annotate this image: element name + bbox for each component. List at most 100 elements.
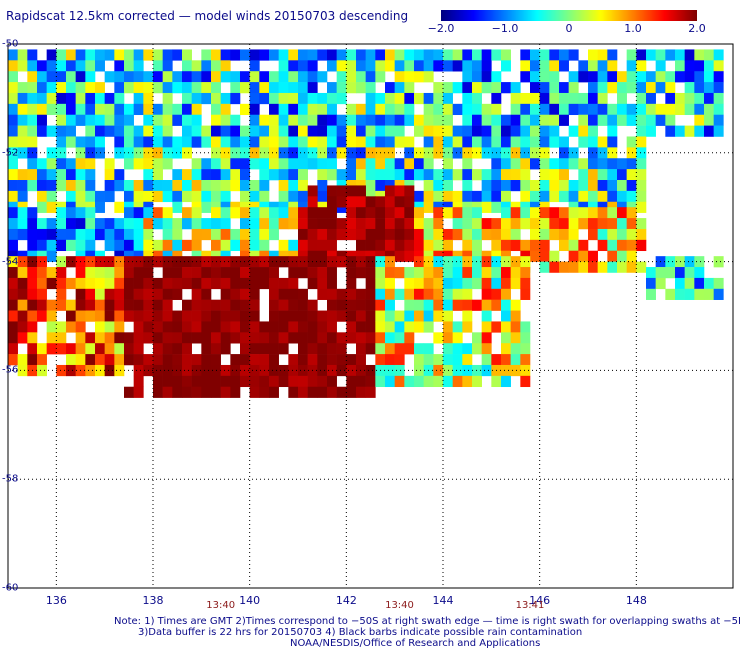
heatmap-cell [346, 364, 357, 377]
heatmap-cell [404, 288, 415, 300]
heatmap-cell [191, 125, 202, 137]
heatmap-cell [56, 180, 67, 192]
heatmap-cell [114, 299, 125, 311]
heatmap-cell [443, 277, 453, 290]
heatmap-cell [143, 114, 154, 126]
heatmap-cell [481, 332, 492, 344]
heatmap-cell [385, 103, 395, 116]
heatmap-cell [143, 277, 154, 290]
heatmap-cell [452, 82, 463, 94]
heatmap-cell [346, 218, 357, 230]
heatmap-cell [646, 71, 656, 83]
heatmap-cell [259, 92, 270, 105]
heatmap-cell [317, 277, 328, 290]
heatmap-cell [481, 201, 492, 213]
heatmap-cell [66, 207, 76, 219]
heatmap-cell [694, 103, 705, 116]
heatmap-cell [694, 114, 705, 126]
heatmap-cell [520, 114, 531, 126]
heatmap-cell [288, 354, 299, 366]
heatmap-cell [201, 386, 212, 398]
heatmap-cell [114, 60, 125, 72]
heatmap-cell [491, 158, 502, 170]
heatmap-cell [220, 136, 231, 148]
heatmap-cell [365, 92, 376, 105]
heatmap-cell [8, 354, 18, 366]
heatmap-cell [578, 261, 589, 273]
heatmap-cell [675, 71, 685, 83]
heatmap-cell [481, 267, 492, 279]
heatmap-cell [240, 228, 250, 241]
heatmap-cell [588, 125, 598, 137]
heatmap-cell [404, 218, 415, 230]
heatmap-cell [298, 267, 308, 279]
heatmap-cell [269, 332, 279, 344]
heatmap-cell [365, 158, 376, 170]
heatmap-cell [17, 267, 28, 279]
heatmap-cell [588, 207, 598, 219]
heatmap-cell [365, 218, 376, 230]
heatmap-cell [240, 375, 250, 388]
heatmap-cell [27, 218, 38, 230]
heatmap-cell [675, 49, 685, 61]
heatmap-cell [278, 49, 289, 61]
heatmap-cell [588, 49, 598, 61]
heatmap-cell [443, 256, 453, 268]
heatmap-cell [365, 310, 376, 322]
heatmap-cell [404, 136, 415, 148]
heatmap-cell [66, 277, 76, 290]
heatmap-cell [182, 321, 192, 333]
heatmap-cell [510, 218, 521, 230]
heatmap-cell [153, 354, 163, 366]
heatmap-cell [230, 321, 241, 333]
heatmap-cell [133, 147, 144, 159]
heatmap-cell [510, 354, 521, 366]
heatmap-cell [8, 158, 18, 170]
heatmap-cell [66, 364, 76, 377]
heatmap-cell [394, 49, 405, 61]
heatmap-cell [317, 114, 328, 126]
heatmap-cell [433, 190, 444, 203]
heatmap-cell [133, 332, 144, 344]
heatmap-cell [665, 92, 676, 105]
heatmap-cell [153, 103, 163, 116]
heatmap-cell [481, 169, 492, 181]
heatmap-cell [162, 277, 173, 290]
heatmap-cell [104, 354, 115, 366]
heatmap-cell [153, 288, 163, 300]
heatmap-cell [549, 169, 560, 181]
heatmap-cell [404, 299, 415, 311]
heatmap-cell [143, 136, 154, 148]
heatmap-cell [501, 299, 511, 311]
heatmap-cell [510, 92, 521, 105]
heatmap-cell [356, 343, 366, 355]
heatmap-cell [230, 125, 241, 137]
heatmap-cell [520, 180, 531, 192]
heatmap-cell [423, 310, 434, 322]
heatmap-cell [104, 299, 115, 311]
heatmap-cell [510, 299, 521, 311]
heatmap-cell [162, 228, 173, 241]
heatmap-cell [143, 218, 154, 230]
heatmap-cell [95, 310, 105, 322]
heatmap-cell [162, 71, 173, 83]
heatmap-cell [162, 321, 173, 333]
heatmap-cell [124, 158, 134, 170]
heatmap-cell [336, 386, 347, 398]
heatmap-cell [17, 180, 28, 192]
heatmap-cell [636, 201, 647, 213]
heatmap-cell [443, 60, 453, 72]
heatmap-cell [95, 190, 105, 203]
heatmap-cell [346, 288, 357, 300]
heatmap-cell [182, 114, 192, 126]
heatmap-cell [201, 310, 212, 322]
heatmap-cell [172, 103, 183, 116]
heatmap-cell [220, 207, 231, 219]
heatmap-cell [95, 228, 105, 241]
heatmap-cell [568, 239, 579, 252]
heatmap-cell [520, 364, 531, 377]
heatmap-cell [220, 277, 231, 290]
heatmap-cell [269, 147, 279, 159]
heatmap-cell [153, 180, 163, 192]
heatmap-cell [336, 364, 347, 377]
